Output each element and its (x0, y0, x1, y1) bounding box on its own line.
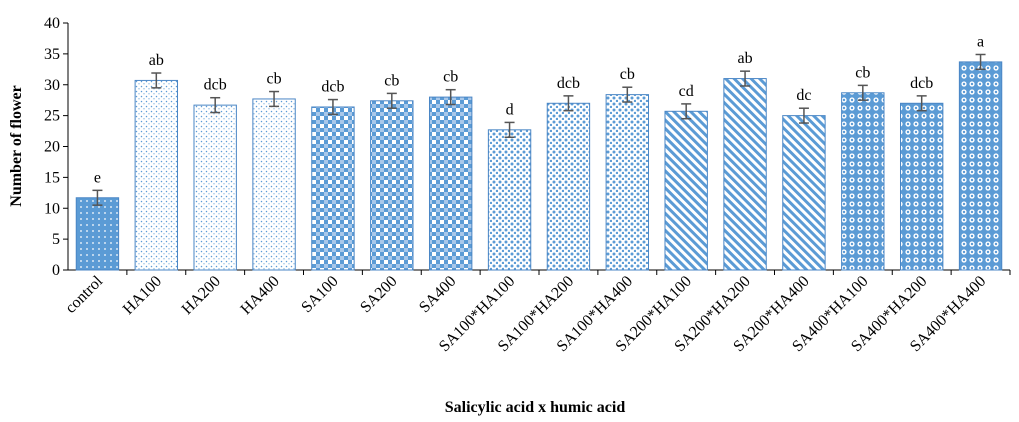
significance-letter: cd (679, 83, 694, 100)
y-axis-title: Number of flower (8, 85, 25, 206)
significance-letter: cb (267, 71, 282, 88)
x-tick-label: HA200 (179, 273, 224, 318)
significance-letter: dcb (321, 79, 344, 96)
y-tick-label: 15 (44, 169, 60, 186)
y-tick-label: 0 (52, 262, 60, 279)
x-tick-label: HA100 (120, 273, 165, 318)
significance-letter: ab (149, 52, 164, 69)
y-tick-label: 35 (44, 46, 60, 63)
x-tick-label: SA200 (357, 273, 400, 316)
bar (75, 197, 120, 271)
plot-area: 0510152025303540econtrolabHA100dcbHA200c… (44, 15, 1011, 355)
bar (252, 98, 296, 271)
bar (958, 61, 1003, 271)
bar (193, 104, 237, 271)
significance-letter: cb (443, 69, 458, 86)
y-tick-label: 20 (44, 139, 60, 156)
y-tick-label: 10 (44, 200, 60, 217)
significance-letter: ab (738, 50, 753, 67)
significance-letter: cb (384, 72, 399, 89)
bar (370, 100, 414, 271)
bar (899, 102, 944, 271)
bar (605, 94, 650, 271)
bar (782, 115, 826, 271)
x-tick-label: HA400 (238, 273, 283, 318)
significance-letter: a (977, 33, 984, 50)
bar (664, 110, 708, 271)
y-tick-label: 25 (44, 108, 60, 125)
bar (723, 78, 767, 271)
bar (134, 79, 179, 271)
x-tick-label: control (62, 272, 106, 316)
x-axis-title: Salicylic acid x humic acid (445, 399, 626, 416)
significance-letter: dcb (204, 77, 227, 94)
x-tick-label: SA100 (298, 273, 341, 316)
significance-letter: d (506, 101, 514, 118)
bar (428, 96, 473, 271)
significance-letter: cb (620, 66, 635, 83)
bar (311, 106, 355, 271)
bar (841, 92, 885, 271)
significance-letter: dcb (910, 75, 933, 92)
significance-letter: dcb (557, 75, 580, 92)
y-tick-label: 30 (44, 77, 60, 94)
significance-letter: cb (855, 64, 870, 81)
y-tick-label: 40 (44, 15, 60, 32)
significance-letter: e (94, 169, 101, 186)
significance-letter: dc (796, 87, 811, 104)
bar (546, 102, 591, 271)
bar (487, 129, 532, 271)
y-tick-label: 5 (52, 231, 60, 248)
x-tick-label: SA400 (416, 273, 459, 316)
